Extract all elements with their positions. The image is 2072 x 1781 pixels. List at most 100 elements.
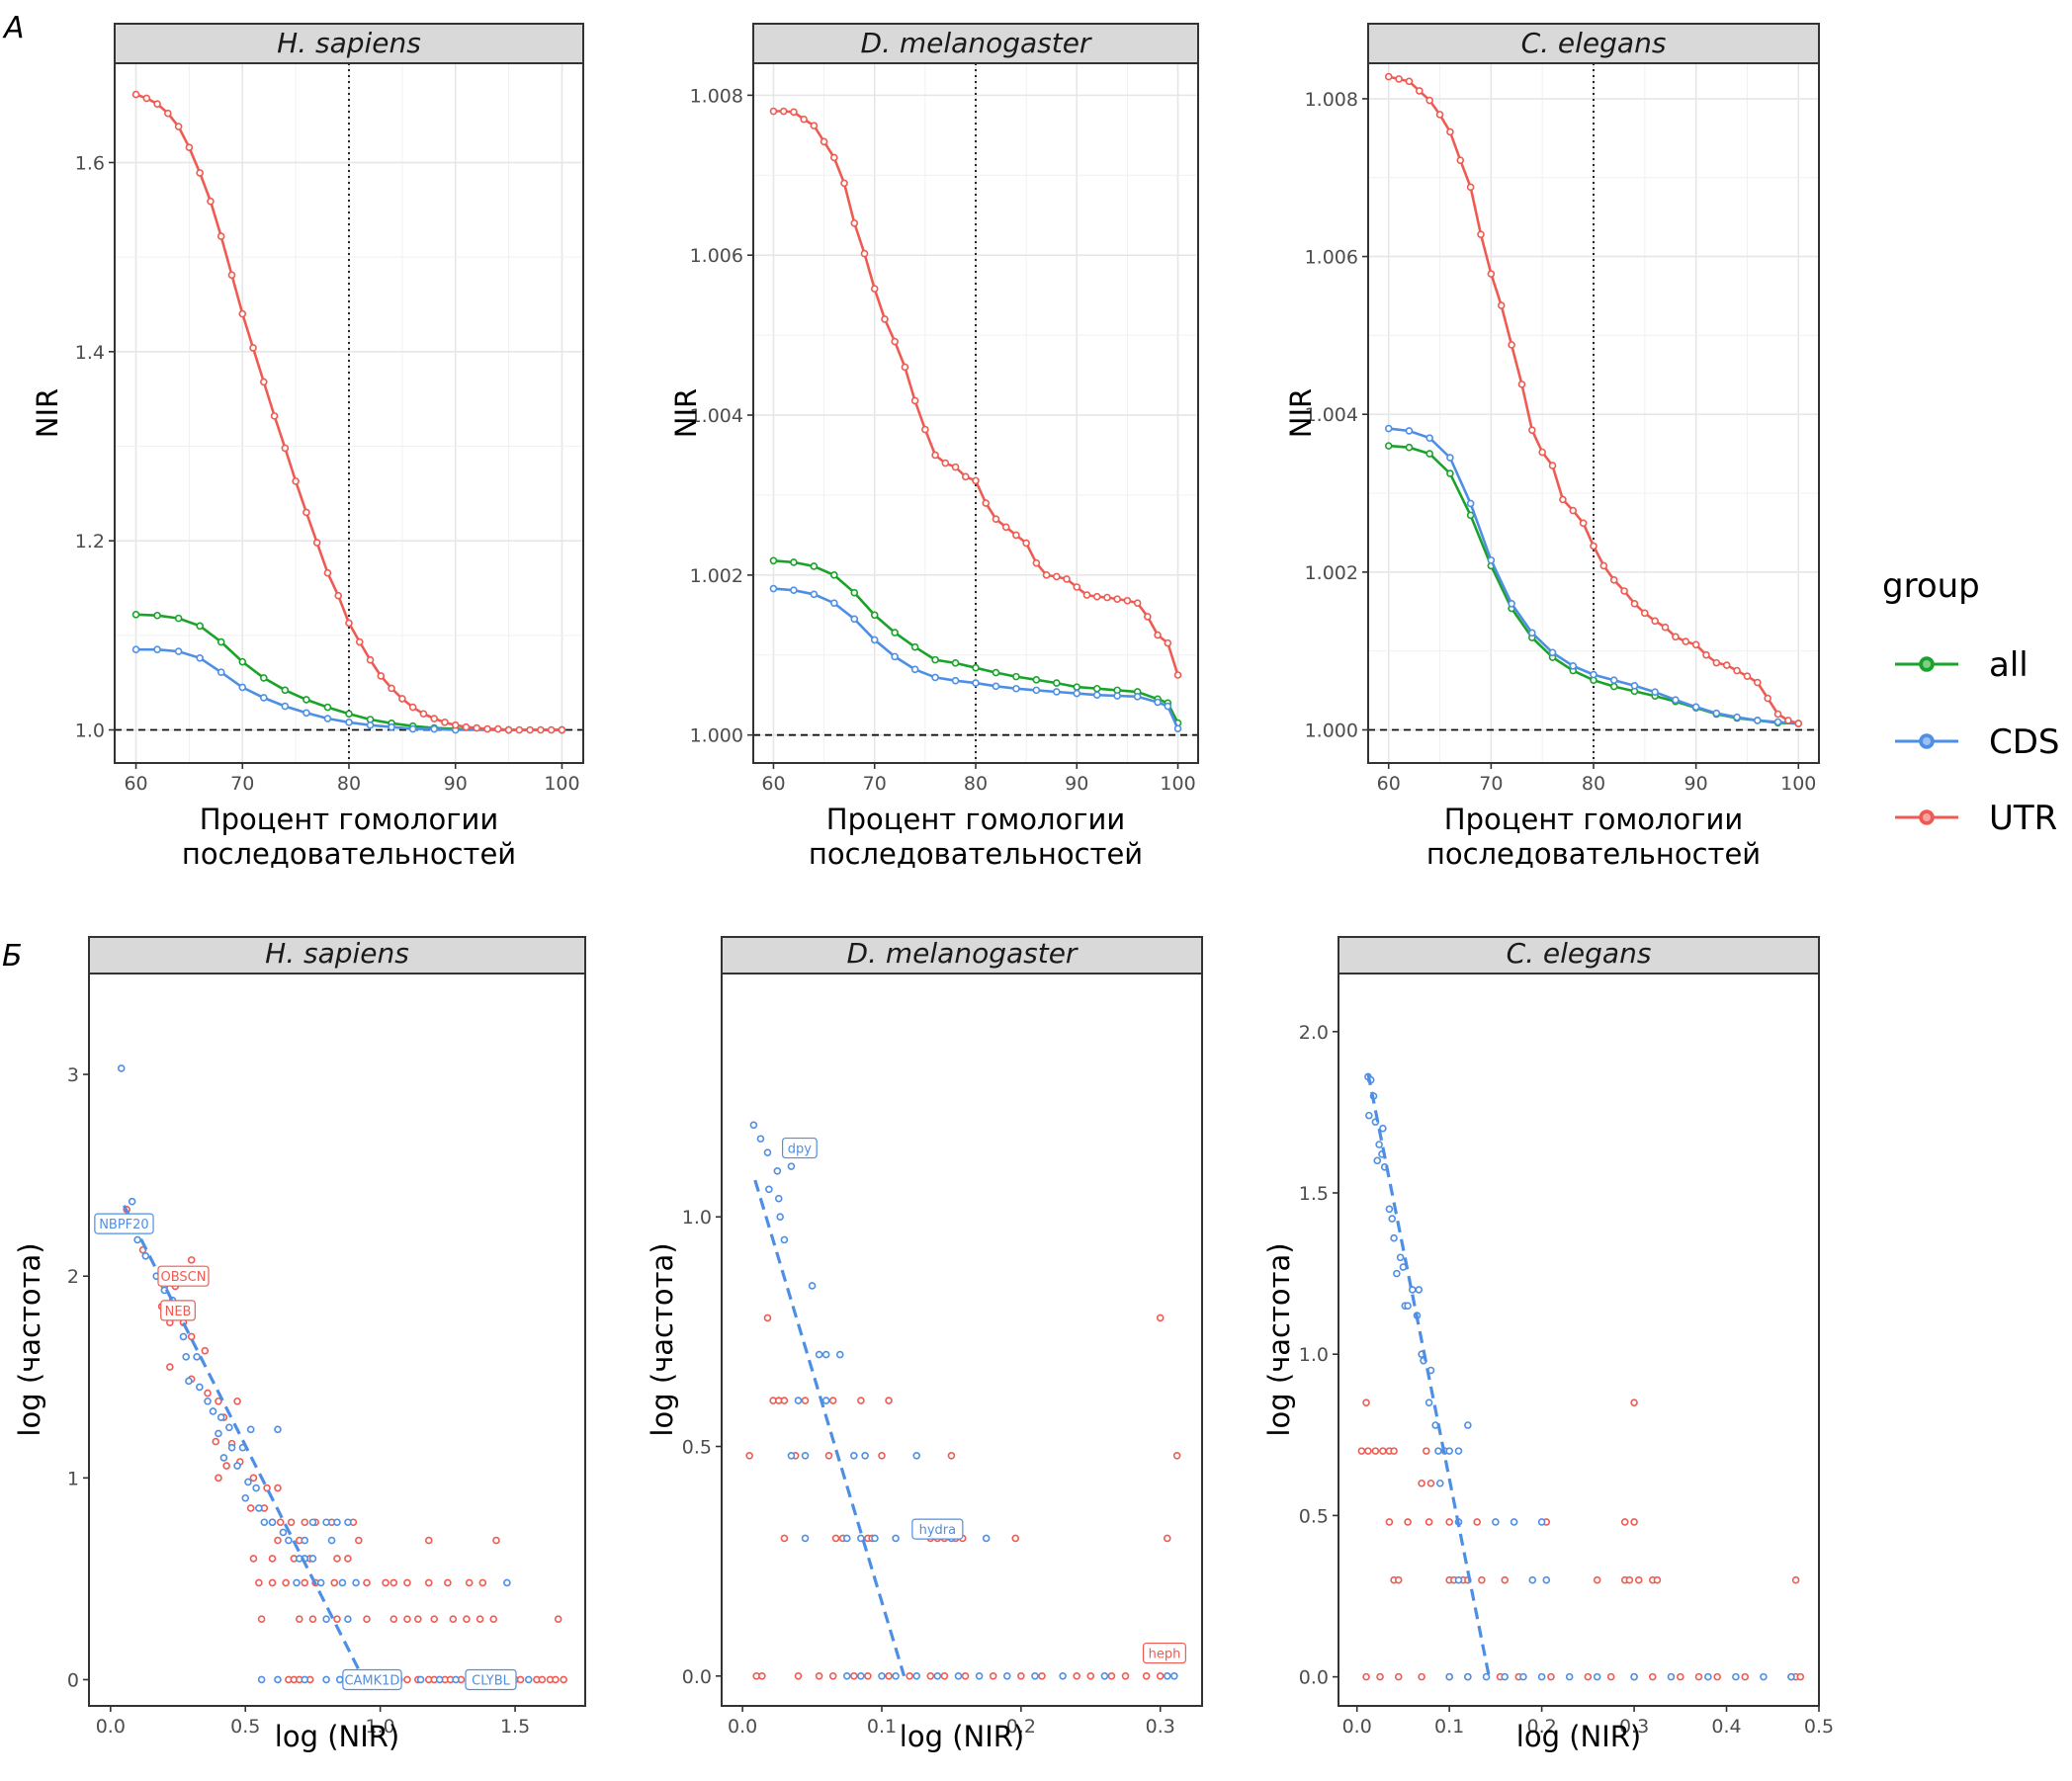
data-point-cds xyxy=(1760,1672,1768,1681)
y-tick-label: 1.004 xyxy=(690,405,743,427)
x-tick-label: 1.0 xyxy=(366,1716,395,1738)
data-point-cds xyxy=(174,647,183,655)
data-point-utr xyxy=(1741,1672,1750,1681)
data-point-cds xyxy=(260,694,268,702)
data-point-utr xyxy=(1691,640,1700,649)
gene-label: CAMK1D xyxy=(342,1668,402,1691)
data-point-utr xyxy=(330,1578,339,1587)
y-tick-label: 0 xyxy=(67,1669,79,1691)
data-point-utr xyxy=(1113,595,1121,603)
data-point-cds xyxy=(338,1578,347,1587)
data-point-cds xyxy=(1542,1575,1551,1584)
data-point-cds xyxy=(1436,1479,1444,1487)
data-point-all xyxy=(216,637,225,646)
data-point-cds xyxy=(244,1478,252,1486)
data-point-cds xyxy=(1053,688,1061,696)
data-point-cds xyxy=(1375,1141,1383,1148)
data-point-cds xyxy=(241,1493,250,1502)
data-point-utr xyxy=(769,107,778,116)
data-point-utr xyxy=(1435,111,1444,119)
data-point-utr xyxy=(780,1397,789,1404)
data-point-utr xyxy=(982,499,991,507)
x-axis-title: log (NIR) xyxy=(275,1720,399,1753)
data-point-utr xyxy=(233,1397,241,1405)
data-point-cds xyxy=(763,1148,772,1156)
data-point-utr xyxy=(1156,1314,1165,1322)
facet-strip-title: H. sapiens xyxy=(265,937,409,970)
data-point-cds xyxy=(524,1675,533,1684)
data-point-all xyxy=(153,611,161,620)
data-point-cds xyxy=(128,1197,136,1206)
data-point-utr xyxy=(1107,1672,1116,1680)
data-point-utr xyxy=(414,1615,422,1624)
data-point-cds xyxy=(1712,709,1721,718)
data-point-utr xyxy=(215,1474,222,1483)
data-point-cds xyxy=(435,1675,444,1684)
x-tick-label: 0.0 xyxy=(1342,1716,1372,1738)
data-point-cds xyxy=(345,719,353,726)
data-point-utr xyxy=(274,1484,282,1492)
data-point-utr xyxy=(301,1578,309,1587)
y-tick-label: 1.0 xyxy=(1299,1344,1329,1366)
data-point-cds xyxy=(1691,703,1700,712)
data-point-utr xyxy=(465,1578,474,1587)
data-point-cds xyxy=(1133,693,1142,701)
data-point-utr xyxy=(1694,1672,1703,1681)
data-point-cds xyxy=(912,1452,921,1460)
legend-item-all: all xyxy=(1895,645,2029,685)
data-point-utr xyxy=(187,1256,196,1264)
data-point-utr xyxy=(187,1332,196,1341)
data-point-utr xyxy=(926,1672,935,1680)
data-point-cds xyxy=(954,1672,963,1680)
data-point-utr xyxy=(212,1437,220,1446)
data-point-utr xyxy=(215,1397,222,1405)
data-point-utr xyxy=(1579,519,1588,528)
data-point-utr xyxy=(1017,1672,1025,1680)
data-point-utr xyxy=(504,725,513,734)
data-point-cds xyxy=(780,1235,789,1244)
data-point-utr xyxy=(850,1672,858,1680)
data-point-utr xyxy=(1038,1672,1046,1680)
data-point-utr xyxy=(878,1452,886,1460)
data-point-cds xyxy=(749,1121,758,1130)
x-tick-label: 0.2 xyxy=(1527,1716,1557,1738)
y-tick-label: 0.5 xyxy=(682,1437,712,1459)
legend-key-point-highlight xyxy=(1923,660,1931,668)
data-point-utr xyxy=(1733,666,1741,675)
data-point-utr xyxy=(828,1672,837,1680)
data-point-utr xyxy=(201,1346,210,1355)
data-point-cds xyxy=(1173,724,1182,733)
x-tick-label: 90 xyxy=(1065,773,1088,795)
data-point-utr xyxy=(282,1578,290,1587)
data-point-utr xyxy=(444,1578,452,1587)
data-point-utr xyxy=(268,1578,277,1587)
data-point-utr xyxy=(1384,72,1393,81)
data-point-cds xyxy=(1548,648,1557,657)
data-point-cds xyxy=(1630,1672,1638,1681)
data-point-utr xyxy=(810,122,819,129)
data-point-utr xyxy=(1445,1518,1453,1526)
data-point-all xyxy=(174,614,183,623)
data-point-all xyxy=(1446,469,1454,477)
data-point-cds xyxy=(196,1383,204,1392)
data-point-utr xyxy=(831,1534,840,1543)
series-line-cds xyxy=(773,587,1179,729)
data-point-all xyxy=(790,558,798,566)
series-cds xyxy=(749,1121,1178,1680)
data-point-utr xyxy=(1466,183,1475,192)
data-point-cds xyxy=(1482,1672,1491,1681)
gene-label-text: dpy xyxy=(788,1143,813,1157)
data-point-cds xyxy=(850,615,859,624)
data-point-utr xyxy=(1712,658,1721,667)
data-point-utr xyxy=(906,1672,913,1680)
y-tick-label: 1.006 xyxy=(690,245,743,267)
data-point-utr xyxy=(1418,1672,1425,1681)
data-point-utr xyxy=(1559,495,1567,504)
data-point-utr xyxy=(1702,650,1710,659)
data-point-utr xyxy=(864,1672,872,1680)
data-point-utr xyxy=(1473,1518,1481,1526)
data-point-utr xyxy=(1487,270,1496,278)
data-point-utr xyxy=(1422,1447,1430,1455)
data-point-utr xyxy=(473,723,481,732)
